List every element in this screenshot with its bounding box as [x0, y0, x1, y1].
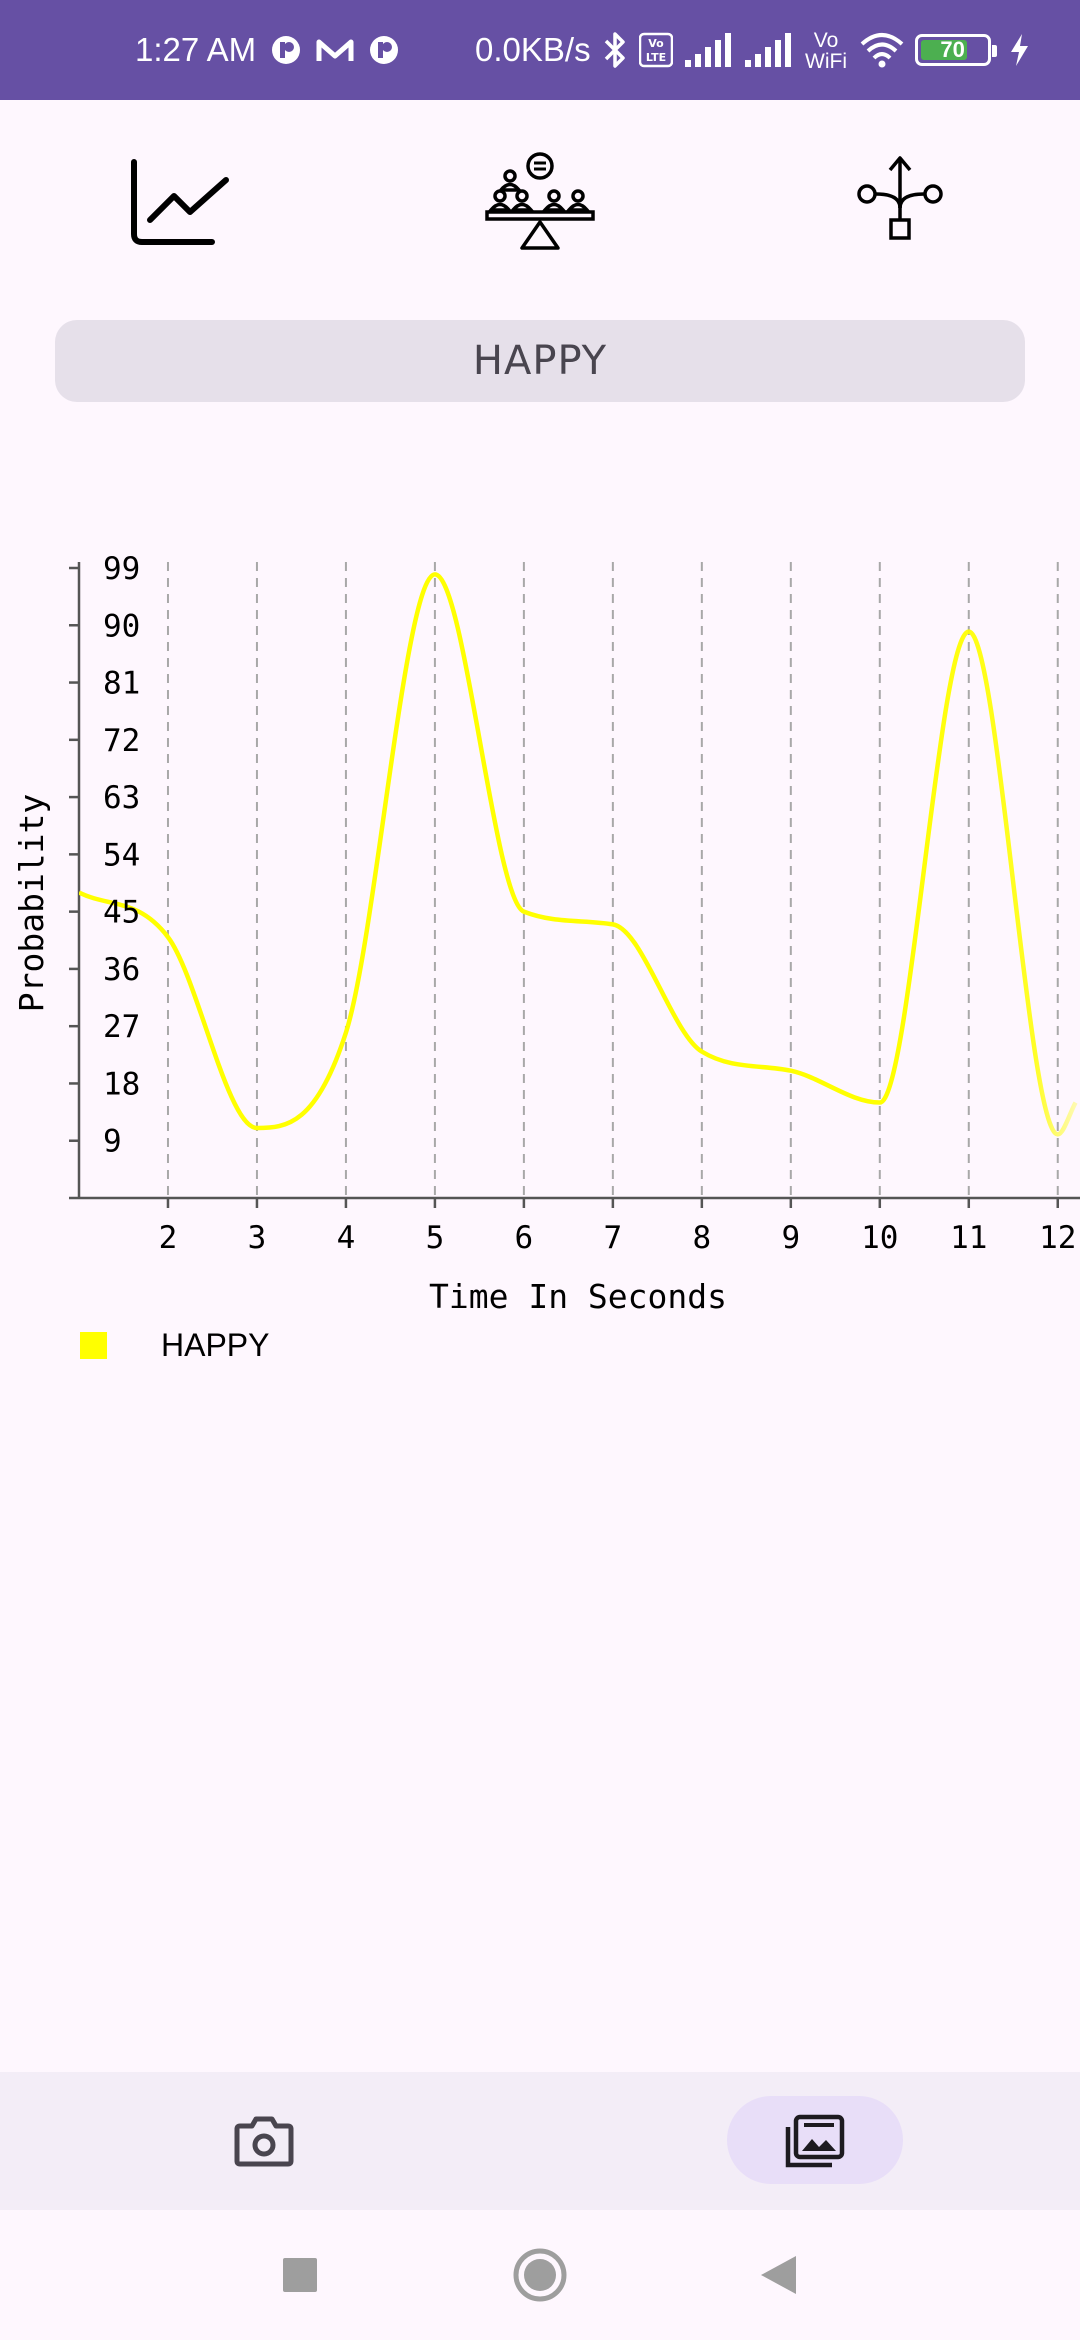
- vowifi-icon: Vo WiFi: [805, 29, 847, 72]
- gallery-icon: [785, 2114, 845, 2168]
- x-tick-label: 8: [693, 1220, 712, 1256]
- y-tick-label: 99: [103, 551, 140, 587]
- recents-square-icon: [283, 2258, 317, 2292]
- signal-icon: [684, 33, 731, 67]
- x-tick-label: 10: [861, 1220, 898, 1256]
- legend-label: HAPPY: [161, 1326, 270, 1363]
- volte-icon: Vo LTE: [638, 32, 673, 68]
- x-tick-label: 4: [337, 1220, 356, 1256]
- y-tick-label: 63: [103, 780, 140, 816]
- legend-swatch: [80, 1331, 107, 1359]
- series-line-happy: [79, 572, 1078, 1137]
- status-left: 1:27 AM: [135, 0, 400, 100]
- x-tick-label: 7: [604, 1220, 623, 1256]
- probability-chart: 2 3 4 5 6 7 8 9 10 11 12918273645546372819099Time …: [12, 551, 1080, 1316]
- bluetooth-icon: [604, 32, 625, 68]
- charging-icon: [1010, 34, 1028, 66]
- home-circle-icon: [513, 2248, 567, 2302]
- x-tick-label: 5: [426, 1220, 445, 1256]
- x-tick-label: 12: [1039, 1220, 1076, 1256]
- battery-icon: 70: [914, 34, 997, 66]
- status-bar: 1:27 AM 0.0KB/s Vo LTE: [0, 0, 1080, 100]
- line-chart-icon[interactable]: [128, 158, 232, 248]
- chart-grid: [166, 562, 1059, 1198]
- y-tick-label: 18: [103, 1066, 140, 1102]
- nav-gallery[interactable]: [755, 2072, 875, 2210]
- status-right: 0.0KB/s Vo LTE: [475, 0, 1031, 100]
- system-navigation: [0, 2210, 1080, 2340]
- toolbar: [0, 140, 1080, 260]
- notification-app-icon: [370, 36, 399, 64]
- emotion-label-box[interactable]: HAPPY: [55, 320, 1025, 402]
- x-tick-label: 3: [248, 1220, 267, 1256]
- group-balance-icon[interactable]: [484, 146, 596, 252]
- y-tick-label: 45: [103, 895, 140, 931]
- svg-text:Vo: Vo: [648, 37, 664, 50]
- x-tick-label: 6: [515, 1220, 534, 1256]
- tree-split-icon[interactable]: [856, 154, 944, 244]
- nav-camera[interactable]: [204, 2072, 324, 2210]
- home-button[interactable]: [500, 2210, 580, 2340]
- battery-level: 70: [940, 37, 965, 62]
- x-tick-label: 2: [159, 1220, 178, 1256]
- y-tick-label: 9: [103, 1124, 122, 1160]
- y-tick-label: 36: [103, 952, 140, 988]
- status-time: 1:27 AM: [135, 31, 257, 68]
- bottom-navigation: [0, 2072, 1080, 2210]
- notification-app-icon: [272, 36, 301, 64]
- signal-icon: [744, 33, 791, 67]
- y-tick-label: 81: [103, 666, 140, 702]
- emotion-label: HAPPY: [472, 338, 608, 384]
- network-speed: 0.0KB/s: [475, 31, 591, 68]
- y-tick-label: 27: [103, 1009, 140, 1045]
- back-triangle-icon: [761, 2256, 796, 2294]
- y-tick-label: 90: [103, 608, 140, 644]
- x-tick-label: 11: [950, 1220, 987, 1256]
- vowifi-bottom-text: WiFi: [805, 50, 847, 72]
- svg-text:LTE: LTE: [645, 51, 665, 64]
- nav-selected-indicator: [727, 2096, 903, 2184]
- chart-series: [79, 572, 1078, 1137]
- y-axis-title: Probability: [12, 794, 51, 1013]
- vowifi-top-text: Vo: [813, 29, 838, 52]
- recents-button[interactable]: [260, 2210, 340, 2340]
- chart-axes: [69, 562, 1080, 1208]
- wifi-icon: [860, 33, 903, 68]
- camera-icon: [234, 2116, 294, 2167]
- x-axis-title: Time In Seconds: [429, 1277, 727, 1316]
- back-button[interactable]: [738, 2210, 818, 2340]
- chart-legend: HAPPY: [80, 1325, 269, 1365]
- x-tick-label: 9: [781, 1220, 800, 1256]
- gmail-icon: [316, 39, 354, 61]
- y-tick-label: 54: [103, 837, 140, 873]
- y-tick-label: 72: [103, 723, 140, 759]
- chart-labels: 2 3 4 5 6 7 8 9 10 11 12918273645546372819099Time …: [12, 551, 1076, 1316]
